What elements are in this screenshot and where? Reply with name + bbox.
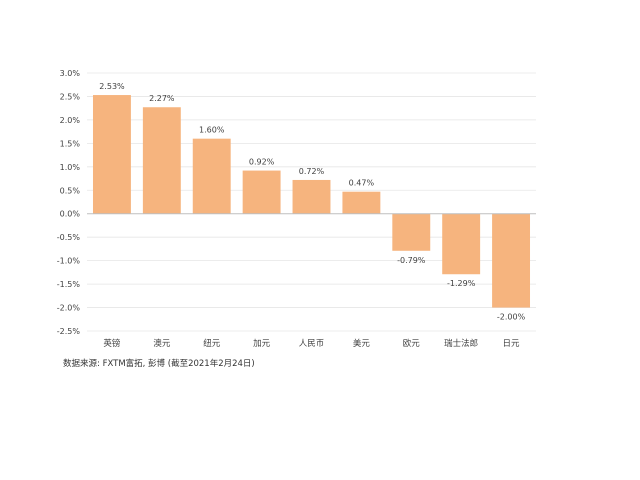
data-label: 2.27% bbox=[149, 94, 175, 103]
data-label: -2.00% bbox=[497, 313, 526, 322]
bar bbox=[142, 107, 181, 214]
x-tick-label: 人民币 bbox=[299, 339, 325, 349]
y-tick-label: 1.5% bbox=[60, 139, 81, 148]
data-label: -0.79% bbox=[397, 256, 426, 265]
bar bbox=[442, 213, 481, 275]
y-tick-label: 0.5% bbox=[60, 186, 81, 195]
data-label: 0.92% bbox=[249, 158, 275, 167]
source-note: 数据来源: FXTM富拓, 彭博 (截至2021年2月24日) bbox=[63, 359, 255, 369]
bar bbox=[342, 191, 381, 214]
bar bbox=[492, 213, 531, 308]
x-axis-ticks: 英镑 澳元 纽元 加元 人民币 美元 欧元 瑞士法郎 日元 bbox=[103, 338, 520, 349]
y-tick-label: 2.5% bbox=[60, 92, 81, 101]
x-tick-label: 澳元 bbox=[153, 338, 171, 349]
x-tick-label: 瑞士法郎 bbox=[444, 338, 478, 349]
x-tick-label: 美元 bbox=[353, 338, 371, 349]
y-tick-label: 3.0% bbox=[60, 69, 81, 78]
y-tick-label: -2.5% bbox=[57, 327, 81, 336]
y-tick-label: 0.0% bbox=[60, 210, 81, 219]
y-tick-label: 1.0% bbox=[60, 163, 81, 172]
y-axis-ticks: 3.0% 2.5% 2.0% 1.5% 1.0% 0.5% 0.0% -0.5% -1.0% -1… bbox=[57, 69, 81, 336]
y-tick-label: -1.0% bbox=[57, 257, 81, 266]
x-tick-label: 欧元 bbox=[403, 338, 421, 349]
data-label: 0.47% bbox=[349, 179, 375, 188]
bar bbox=[92, 95, 131, 214]
x-tick-label: 日元 bbox=[503, 339, 521, 349]
bars bbox=[92, 95, 531, 308]
bar bbox=[392, 213, 431, 251]
x-tick-label: 纽元 bbox=[203, 338, 221, 349]
data-label: 2.53% bbox=[99, 82, 125, 91]
x-tick-label: 英镑 bbox=[103, 338, 121, 349]
bar bbox=[242, 170, 281, 214]
x-tick-label: 加元 bbox=[253, 338, 271, 349]
bar bbox=[292, 179, 331, 214]
data-labels: 2.53% 2.27% 1.60% 0.92% 0.72% 0.47% -0.79% -1.2… bbox=[99, 82, 525, 321]
data-label: -1.29% bbox=[447, 279, 476, 288]
y-tick-label: -1.5% bbox=[57, 280, 81, 289]
bar bbox=[192, 138, 231, 214]
data-label: 1.60% bbox=[199, 126, 225, 135]
y-tick-label: -2.0% bbox=[57, 304, 81, 313]
data-label: 0.72% bbox=[299, 167, 325, 176]
y-tick-label: -0.5% bbox=[57, 233, 81, 242]
y-tick-label: 2.0% bbox=[60, 116, 81, 125]
